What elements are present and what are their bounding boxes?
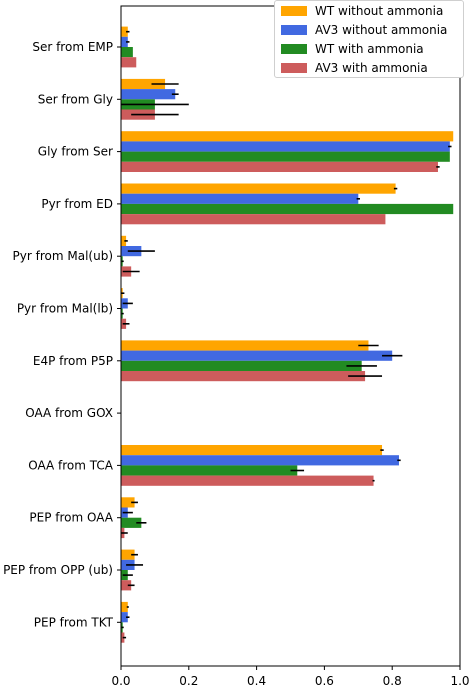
bar xyxy=(121,549,135,560)
legend-item: WT with ammonia xyxy=(281,42,424,56)
bar xyxy=(121,161,438,172)
legend-swatch xyxy=(281,6,307,16)
legend-item: AV3 without ammonia xyxy=(281,23,447,37)
legend: WT without ammonia AV3 without ammonia W… xyxy=(274,0,464,78)
bar xyxy=(121,78,166,90)
legend-label: AV3 with ammonia xyxy=(315,61,428,75)
bar xyxy=(121,183,396,194)
legend-label: AV3 without ammonia xyxy=(315,23,448,37)
bar xyxy=(121,193,359,204)
bar xyxy=(121,340,369,351)
y-tick-label: Ser from EMP xyxy=(32,40,113,54)
y-tick-label: PEP from OPP (ub) xyxy=(3,563,113,577)
y-tick-label: PEP from TKT xyxy=(34,615,114,629)
bar xyxy=(121,89,176,100)
x-tick-label: 0.6 xyxy=(315,674,334,688)
bar xyxy=(121,580,132,591)
bar xyxy=(121,131,454,142)
x-tick-label: 1.0 xyxy=(450,674,469,688)
y-tick-label: E4P from P5P xyxy=(33,354,113,368)
y-tick-label: Pyr from Mal(ub) xyxy=(13,249,113,263)
bar xyxy=(121,371,366,382)
bar xyxy=(121,445,383,456)
y-tick-label: Gly from Ser xyxy=(38,145,113,159)
x-tick-label: 0.4 xyxy=(247,674,266,688)
legend-swatch xyxy=(281,25,307,35)
bar xyxy=(121,475,374,486)
legend-swatch xyxy=(281,44,307,54)
bar xyxy=(121,36,128,47)
bar xyxy=(121,203,454,215)
bar xyxy=(121,497,135,508)
x-tick-label: 0.8 xyxy=(383,674,402,688)
y-tick-label: OAA from TCA xyxy=(28,458,114,472)
bar xyxy=(121,601,128,613)
bar xyxy=(121,465,298,476)
bar xyxy=(121,214,386,225)
bar xyxy=(121,517,142,528)
bar xyxy=(121,151,450,162)
bar xyxy=(121,455,399,466)
bar xyxy=(121,350,393,361)
legend-item: AV3 with ammonia xyxy=(281,61,428,75)
y-tick-label: OAA from GOX xyxy=(25,406,113,420)
bar xyxy=(121,235,127,246)
legend-swatch xyxy=(281,63,307,73)
bar xyxy=(121,57,137,68)
legend-label: WT without ammonia xyxy=(315,4,444,18)
legend-item: WT without ammonia xyxy=(281,4,443,18)
y-tick-label: Pyr from ED xyxy=(41,197,113,211)
x-tick-label: 0.2 xyxy=(179,674,198,688)
y-tick-label: Ser from Gly xyxy=(38,92,113,106)
bar xyxy=(121,360,362,371)
bar xyxy=(121,141,450,152)
bar xyxy=(121,612,128,623)
y-tick-label: Pyr from Mal(lb) xyxy=(17,302,113,316)
bar xyxy=(121,26,128,37)
legend-label: WT with ammonia xyxy=(315,42,424,56)
bar xyxy=(121,47,133,58)
y-tick-label: PEP from OAA xyxy=(29,511,113,525)
x-tick-label: 0.0 xyxy=(111,674,130,688)
